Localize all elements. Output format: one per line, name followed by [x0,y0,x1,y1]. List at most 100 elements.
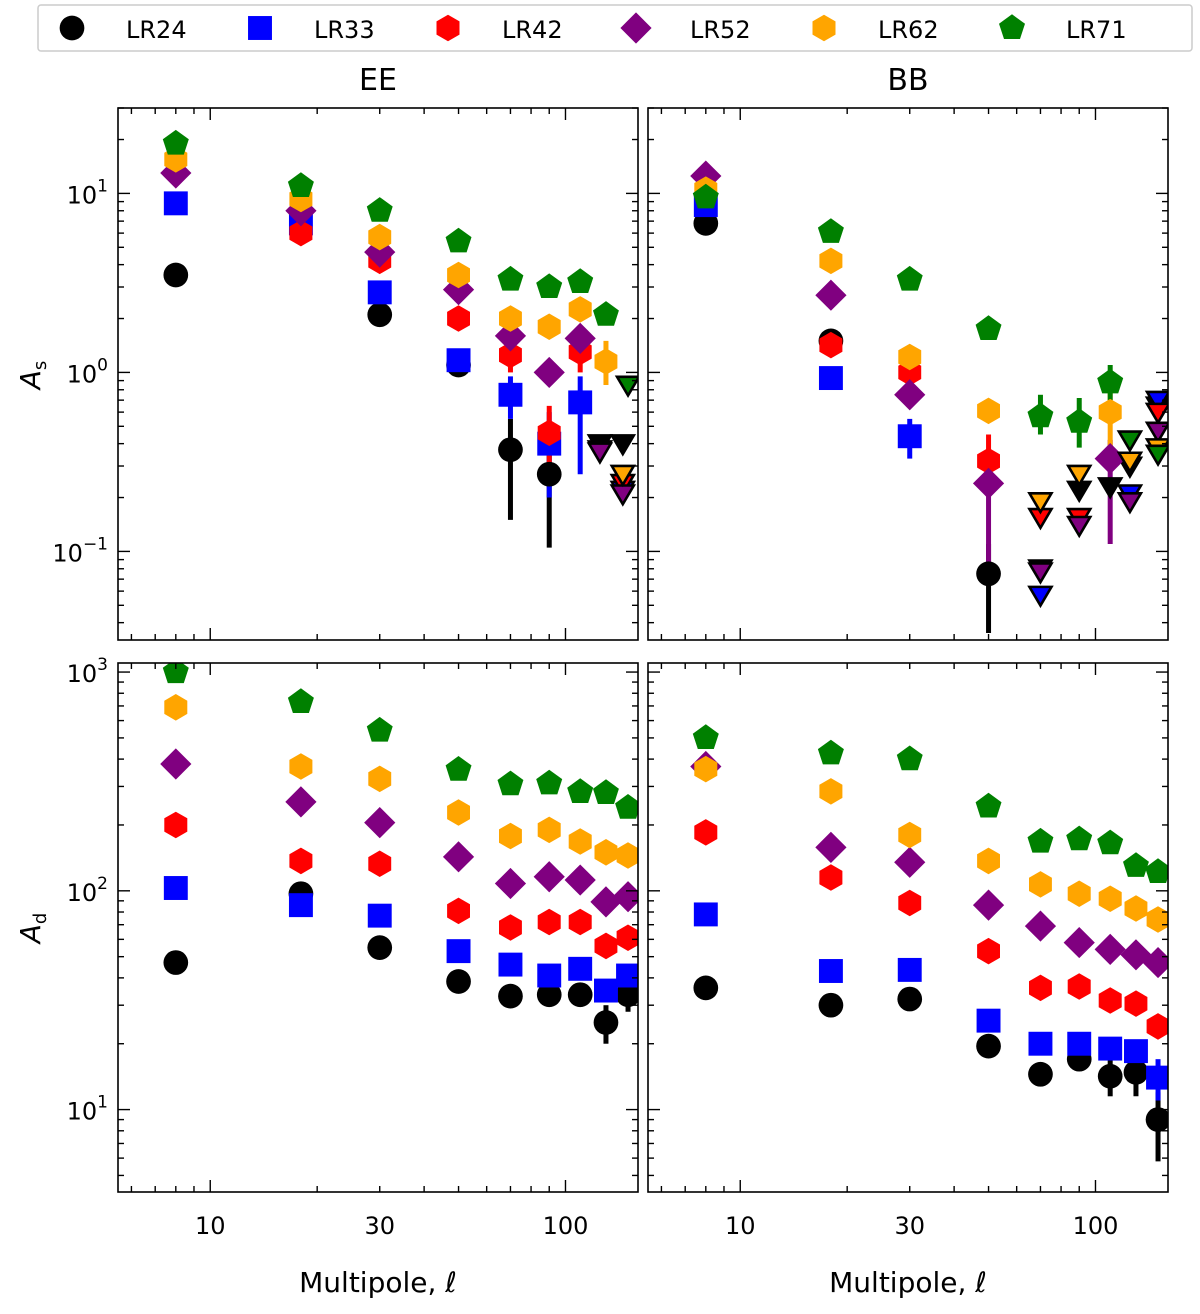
point-lr24 [536,982,562,1008]
point-lr24 [567,982,593,1008]
point-lr24 [536,461,562,487]
column-title-bb: BB [887,63,928,98]
point-lr42 [1029,974,1052,1002]
point-lr71 [1027,827,1054,853]
legend: LR24 LR33 LR42 LR52 LR62 LR71 [37,4,1193,52]
axes-frame [647,662,1169,1193]
legend-marker-lr52 [620,12,652,44]
point-lr52 [1063,926,1095,959]
plot-area [690,160,1168,634]
point-lr24 [897,986,923,1012]
point-lr71 [366,197,393,222]
point-lr71 [593,779,619,804]
point-lr52 [442,841,475,873]
point-lr71 [162,129,189,155]
point-lr24 [163,262,189,288]
point-lr24 [1145,1107,1168,1132]
x-tick-label: 10 [725,1212,756,1240]
point-lr71 [1097,829,1124,855]
ylabel-ad-sub: d [30,913,51,924]
legend-marker-lr62 [812,14,836,42]
point-lr24 [593,1010,619,1035]
point-lr42 [819,331,843,359]
point-lr71 [593,301,619,326]
panel-bb-ad: 10 30 100 [647,662,1169,1240]
point-lr42 [977,447,1000,475]
upper-limit-lr71 [1144,444,1168,468]
legend-frame [37,4,1193,52]
point-lr33 [446,348,471,373]
point-lr52 [1094,933,1126,965]
upper-limit-lr52 [586,442,614,465]
point-lr52 [815,831,847,863]
point-lr33 [693,902,718,927]
point-lr33 [568,390,593,415]
x-tick-label: 10 [195,1212,226,1240]
point-lr71 [692,724,719,749]
point-lr52 [815,279,847,311]
point-lr62 [499,822,522,850]
point-lr52 [894,846,926,878]
point-lr62 [368,223,392,251]
point-lr71 [817,218,844,243]
legend-label-lr42: LR42 [502,16,563,44]
point-lr62 [1124,895,1148,922]
plot-area [160,129,638,548]
point-lr62 [1029,871,1052,898]
point-lr71 [975,315,1002,340]
point-lr62 [819,778,843,805]
upper-limit-lr33 [1027,585,1054,609]
point-lr62 [1146,906,1168,933]
point-lr62 [368,765,392,793]
point-lr62 [898,343,922,371]
y-tick-label: 10−1 [52,534,108,567]
point-lr24 [1097,1063,1123,1089]
point-lr62 [447,799,470,826]
point-lr42 [537,908,561,936]
legend-marker-lr71 [999,14,1025,40]
panels: 10−1 100 101 10 30 100 101 102 103 10 30 100 [52,107,1169,1240]
point-lr24 [976,561,1001,587]
point-lr62 [977,847,1000,875]
point-lr71 [1123,852,1149,877]
point-lr62 [537,313,561,340]
point-lr62 [1067,880,1091,907]
panel-ee-as: 10−1 100 101 [52,107,639,641]
point-lr42 [616,924,638,951]
panel-bb-as [647,107,1169,641]
point-lr33 [1067,1031,1092,1056]
upper-limit-lr42 [1144,402,1168,426]
point-lr33 [616,963,638,988]
point-lr33 [498,382,523,407]
point-lr24 [367,935,393,960]
legend-label-lr33: LR33 [314,16,375,44]
point-lr42 [289,847,313,875]
upper-limit-lr52 [609,484,637,507]
point-lr42 [977,937,1000,965]
ylabel-as-main: A [14,370,47,391]
upper-limit-lr62 [1065,464,1093,488]
point-lr71 [692,183,719,209]
panel-ee-ad: 10 30 100 101 102 103 [67,655,639,1240]
point-lr71 [896,265,923,291]
x-tick-label: 100 [543,1212,589,1240]
point-lr71 [1097,368,1124,394]
upper-limit-lr33 [1144,390,1168,414]
point-lr71 [567,778,594,803]
point-lr52 [160,748,192,780]
point-lr33 [594,978,618,1003]
point-lr33 [446,939,471,964]
legend-marker-lr24 [59,15,85,41]
point-lr71 [1066,825,1093,851]
ylabel-ad: Ad [14,913,51,946]
axes-frame [647,107,1169,641]
point-lr62 [289,753,313,780]
point-lr71 [817,739,844,765]
point-lr24 [615,982,638,1008]
xlabel-right: Multipole, ℓ [829,1266,987,1299]
legend-label-lr24: LR24 [126,16,187,44]
axes-frame [117,662,639,1193]
point-lr42 [447,897,470,925]
plot-area [160,663,638,1044]
